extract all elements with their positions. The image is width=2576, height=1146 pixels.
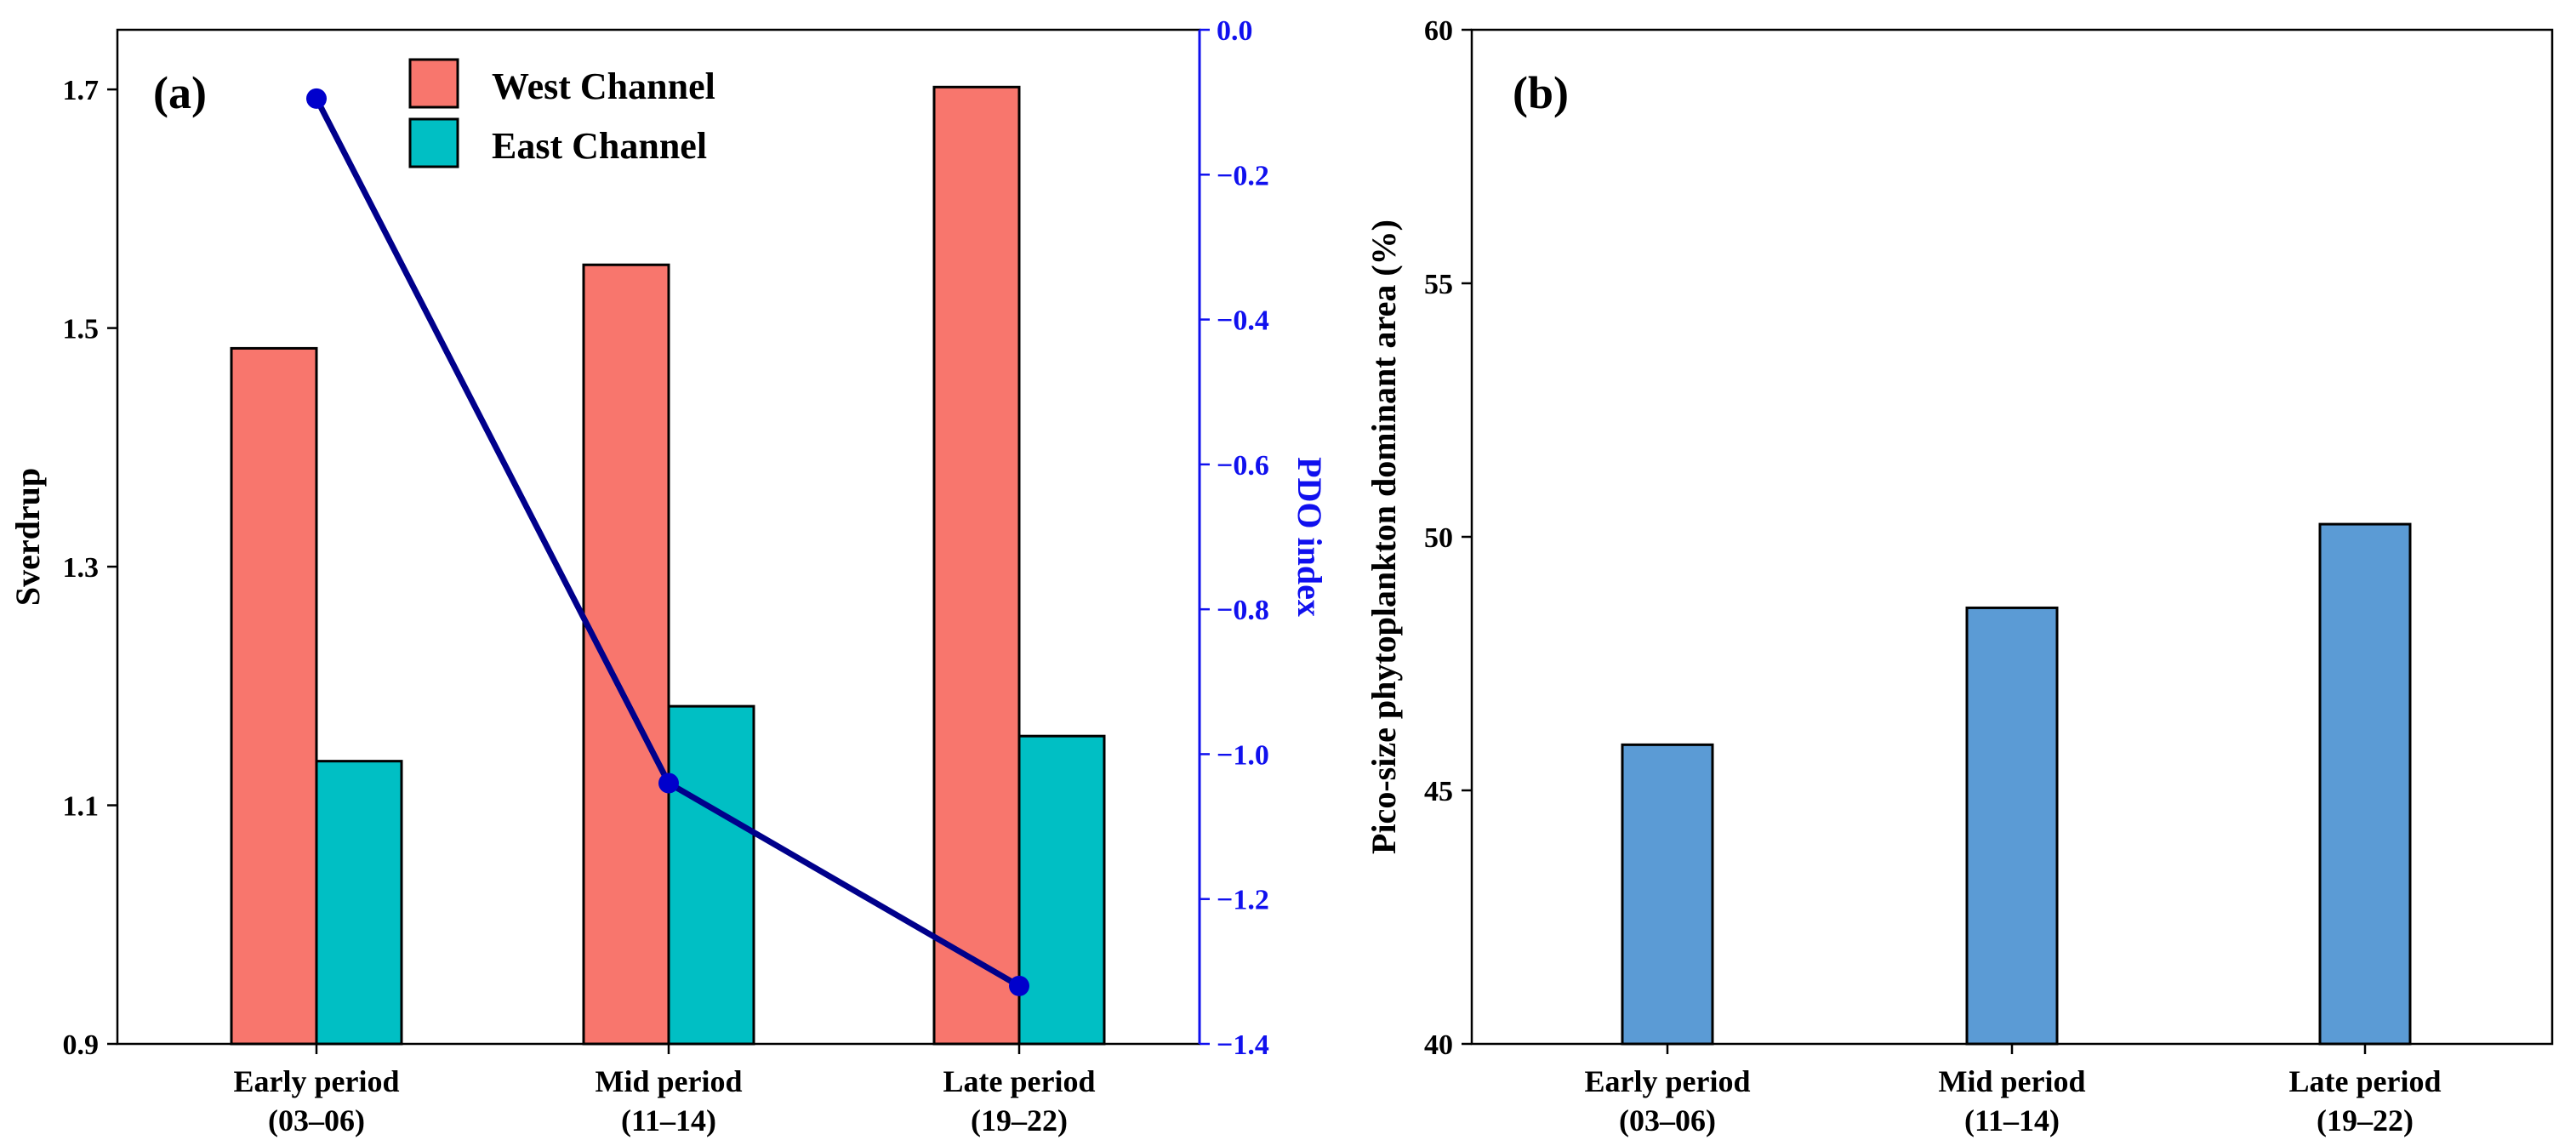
legend-swatch-east [408,117,459,168]
panel-b-bars [1621,522,2412,1046]
panel-a-right-tick-label: −1.2 [1217,885,1269,916]
pdo-index-point-1 [306,88,327,109]
panel-b-category-label: (19–22) [2317,1103,2414,1137]
panel-a-right-tick-label: 0.0 [1217,15,1253,47]
panel-a-right-tick-label: −0.2 [1217,160,1269,191]
panel-b-category-label: (03–06) [1619,1103,1716,1137]
panel-a-category-label: Late period [943,1064,1096,1098]
panel-a-left-tick-label: 1.7 [63,75,100,106]
panel-b-tick-label: 55 [1424,269,1453,300]
pico-area-bar-2 [1965,606,2059,1046]
panel-a-left-tick-label: 1.5 [63,314,100,345]
panel-a-category-label: (11–14) [621,1103,716,1137]
panel-a-right-tick-label: −0.4 [1217,305,1269,337]
panel-a-left-tick-label: 1.3 [63,552,100,584]
panel-a-category-labels: Early period (03–06) Mid period (11–14) Late… [234,1044,1096,1137]
panel-b-label: (b) [1513,67,1569,118]
panel-a-left-ticks: 0.9 1.1 1.3 1.5 1.7 [63,75,117,1061]
east-channel-bar-2 [667,704,755,1046]
west-channel-bar-3 [932,85,1021,1046]
pico-area-bar-1 [1621,743,1714,1046]
panel-a-right-tick-label: −0.8 [1217,595,1269,626]
legend: West Channel East Channel [408,58,715,168]
panel-a-category-label: (19–22) [971,1103,1068,1137]
panel-b-category-label: Early period [1585,1064,1751,1098]
panel-a-bars [230,85,1106,1046]
pdo-index-points [306,88,1029,996]
east-channel-bar-1 [315,760,403,1046]
panel-b-category-label: Late period [2289,1064,2442,1098]
panel-b-ticks: 40 45 50 55 60 [1424,15,1472,1061]
panel-a: 0.9 1.1 1.3 1.5 1.7 0.0 −0.2 −0.4 −0.6 −0.8 −1.0 −… [9,15,1329,1137]
panel-a-right-ticks: 0.0 −0.2 −0.4 −0.6 −0.8 −1.0 −1.2 −1.4 [1200,15,1269,1061]
west-channel-bar-2 [582,263,670,1046]
panel-a-right-tick-label: −0.6 [1217,450,1269,482]
panel-b-tick-label: 45 [1424,776,1453,807]
pdo-index-point-2 [658,773,679,794]
panel-b-tick-label: 60 [1424,15,1453,47]
panel-a-category-label: (03–06) [268,1103,365,1137]
panel-b-category-label: Mid period [1938,1064,2085,1098]
panel-a-right-tick-label: −1.0 [1217,739,1269,771]
legend-label-east: East Channel [492,125,707,167]
panel-a-right-tick-label: −1.4 [1217,1029,1269,1061]
east-channel-bar-3 [1017,734,1106,1046]
panel-a-secondary-ylabel: PDO index [1291,457,1329,617]
panel-a-left-tick-label: 0.9 [63,1029,100,1061]
panel-b-category-label: (11–14) [1964,1103,2060,1137]
west-channel-bar-1 [230,346,318,1046]
panel-a-left-tick-label: 1.1 [63,791,100,823]
legend-swatch-west [408,58,459,109]
panel-b-ylabel: Pico-size phytoplankton dominant area (%… [1365,220,1403,854]
panel-b-category-labels: Early period (03–06) Mid period (11–14) Late… [1585,1044,2442,1137]
panel-a-category-label: Mid period [595,1064,742,1098]
pico-area-bar-3 [2318,522,2412,1046]
panel-a-label: (a) [153,67,207,118]
pdo-index-point-3 [1009,975,1029,996]
panel-a-ylabel: Sverdrup [9,468,47,606]
panel-b-tick-label: 50 [1424,522,1453,554]
panel-b: 40 45 50 55 60 Early period (03–06) Mid period… [1365,15,2554,1137]
panel-b-tick-label: 40 [1424,1029,1453,1061]
legend-label-west: West Channel [492,66,715,107]
panel-a-category-label: Early period [234,1064,400,1098]
